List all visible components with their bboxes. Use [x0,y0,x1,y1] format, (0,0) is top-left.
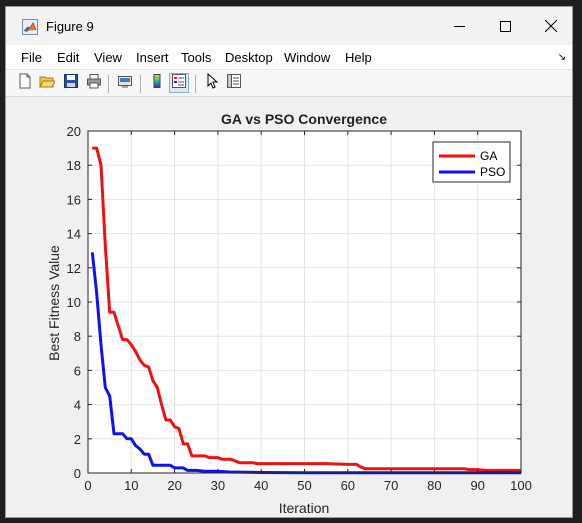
menu-tools[interactable]: Tools [181,50,212,65]
y-tick-label: 8 [74,329,81,344]
y-tick-label: 14 [67,227,81,242]
toolbar-separator [140,75,141,93]
open-file-button[interactable] [37,73,57,93]
save-button[interactable] [61,73,81,93]
pointer-icon [204,72,220,94]
legend-label-ga: GA [480,149,497,163]
minimize-icon [453,21,465,32]
menu-insert[interactable]: Insert [136,50,169,65]
menu-bar: File Edit View Insert Tools Desktop Wind… [6,45,572,69]
menu-window[interactable]: Window [284,50,331,65]
window-title: Figure 9 [46,19,94,34]
x-tick-label: 0 [84,478,91,493]
x-tick-label: 90 [470,478,484,493]
y-tick-label: 2 [74,432,81,447]
legend[interactable]: GA PSO [432,141,511,183]
toolbar-separator [108,75,109,93]
property-inspector-icon [226,73,242,94]
grid-lines [87,130,522,474]
legend-icon [171,73,187,94]
menu-view[interactable]: View [94,50,122,65]
pointer-button[interactable] [202,72,222,94]
new-figure-icon [17,73,33,94]
minimize-button[interactable] [436,7,482,45]
y-tick-label: 10 [67,295,81,310]
y-tick-label: 6 [74,363,81,378]
x-tick-label: 20 [167,478,181,493]
menu-help[interactable]: Help [345,50,372,65]
legend-button[interactable] [169,73,189,93]
x-tick-label: 80 [427,478,441,493]
x-tick-label: 50 [297,478,311,493]
y-tick-label: 0 [74,466,81,481]
y-tick-label: 16 [67,192,81,207]
series-line-ga[interactable] [92,146,521,472]
colorbar-icon [149,73,165,94]
y-tick-label: 18 [67,158,81,173]
print-icon [86,73,102,94]
menu-desktop[interactable]: Desktop [225,50,273,65]
x-tick-label: 70 [384,478,398,493]
x-tick-label: 60 [341,478,355,493]
figure-toolbar [6,69,572,97]
x-tick-label: 10 [124,478,138,493]
title-bar[interactable]: Figure 9 [6,7,572,45]
x-tick-label: 40 [254,478,268,493]
maximize-button[interactable] [482,7,528,45]
colorbar-button[interactable] [147,73,167,93]
chart-title: GA vs PSO Convergence [221,111,387,127]
figure-window: Figure 9 File Edit View Insert Tools Des… [5,6,573,518]
x-tick-label: 30 [211,478,225,493]
figure-canvas: 0 10 20 30 40 50 60 70 80 90 100 0 2 4 6 8 10 12 14 16 18 20 … [6,97,573,518]
legend-label-pso: PSO [480,165,505,179]
property-inspector-button[interactable] [224,73,244,93]
close-icon [545,20,557,32]
menu-edit[interactable]: Edit [57,50,80,65]
y-tick-label: 20 [67,124,81,139]
convergence-chart[interactable]: 0 10 20 30 40 50 60 70 80 90 10002468101214161820 … [6,97,573,518]
maximize-icon [499,20,511,32]
x-axis-label: Iteration [279,500,330,516]
new-figure-button[interactable] [15,73,35,93]
link-plot-icon [117,73,133,94]
toolbar-separator [195,75,196,93]
y-tick-label: 4 [74,398,81,413]
open-file-icon [39,73,56,94]
save-icon [63,73,79,94]
link-plot-button[interactable] [115,73,135,93]
matlab-logo-icon [22,19,38,35]
y-axis-label: Best Fitness Value [46,245,62,361]
x-tick-label: 100 [510,478,532,493]
print-button[interactable] [84,73,104,93]
y-tick-label: 12 [67,261,81,276]
menu-file[interactable]: File [21,50,42,65]
close-button[interactable] [528,7,572,45]
dock-arrow-icon[interactable]: ↘ [557,52,566,63]
